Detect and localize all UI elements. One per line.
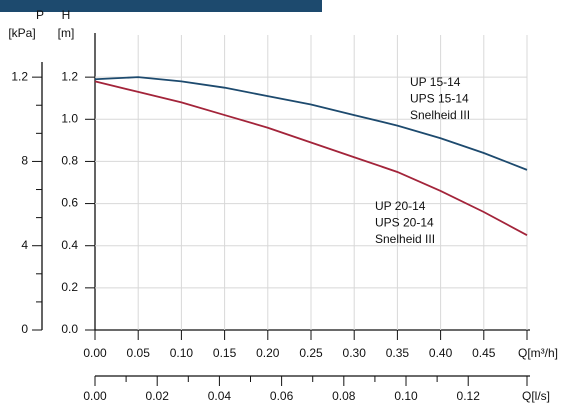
x2-tick-label: 0.02 xyxy=(146,389,170,403)
x2-tick-label: 0.00 xyxy=(83,389,107,403)
y-tick-label: 0.8 xyxy=(61,154,78,168)
curve-annotation: UPS 15-14 xyxy=(410,92,469,106)
x2-tick-label: 0.06 xyxy=(270,389,294,403)
y-tick-label: 0.2 xyxy=(61,280,78,294)
y2-label: P xyxy=(36,8,44,22)
curve-annotation: UPS 20-14 xyxy=(375,216,434,230)
x-tick-label: 0.05 xyxy=(127,346,151,360)
x-tick-label: 0.15 xyxy=(213,346,237,360)
x-tick-label: 0.20 xyxy=(256,346,280,360)
x-tick-label: 0.25 xyxy=(299,346,323,360)
x-tick-label: 0.10 xyxy=(170,346,194,360)
y2-tick-label: 0 xyxy=(21,322,28,336)
x2-tick-label: 0.10 xyxy=(394,389,418,403)
y2-tick-label: 1.2 xyxy=(11,69,28,83)
x2-tick-label: 0.12 xyxy=(457,389,481,403)
y2-tick-label: 8 xyxy=(21,154,28,168)
x-axis-label: Q[m³/h] xyxy=(518,346,558,360)
x-tick-label: 0.35 xyxy=(386,346,410,360)
curve-annotation: UP 20-14 xyxy=(375,199,426,213)
y2-unit: [kPa] xyxy=(8,26,35,40)
y-unit: [m] xyxy=(58,26,75,40)
x2-tick-label: 0.04 xyxy=(208,389,232,403)
header-banner xyxy=(0,0,322,12)
x-tick-label: 0.40 xyxy=(429,346,453,360)
curve-annotation: UP 15-14 xyxy=(410,75,461,89)
curve-annotation: Snelheid III xyxy=(410,108,470,122)
x2-axis-label: Q[l/s] xyxy=(522,389,550,403)
y-tick-label: 1.2 xyxy=(61,69,78,83)
y-tick-label: 0.6 xyxy=(61,196,78,210)
y-tick-label: 0.0 xyxy=(61,322,78,336)
x-tick-label: 0.30 xyxy=(343,346,367,360)
x-tick-label: 0.45 xyxy=(472,346,496,360)
curve xyxy=(94,80,528,236)
curve xyxy=(94,76,528,171)
y2-tick-label: 4 xyxy=(21,238,28,252)
y-tick-label: 0.4 xyxy=(61,238,78,252)
x2-tick-label: 0.08 xyxy=(332,389,356,403)
y-label: H xyxy=(62,8,71,22)
x-tick-label: 0.00 xyxy=(83,346,107,360)
curve-annotation: Snelheid III xyxy=(375,232,435,246)
y-tick-label: 1.0 xyxy=(61,111,78,125)
